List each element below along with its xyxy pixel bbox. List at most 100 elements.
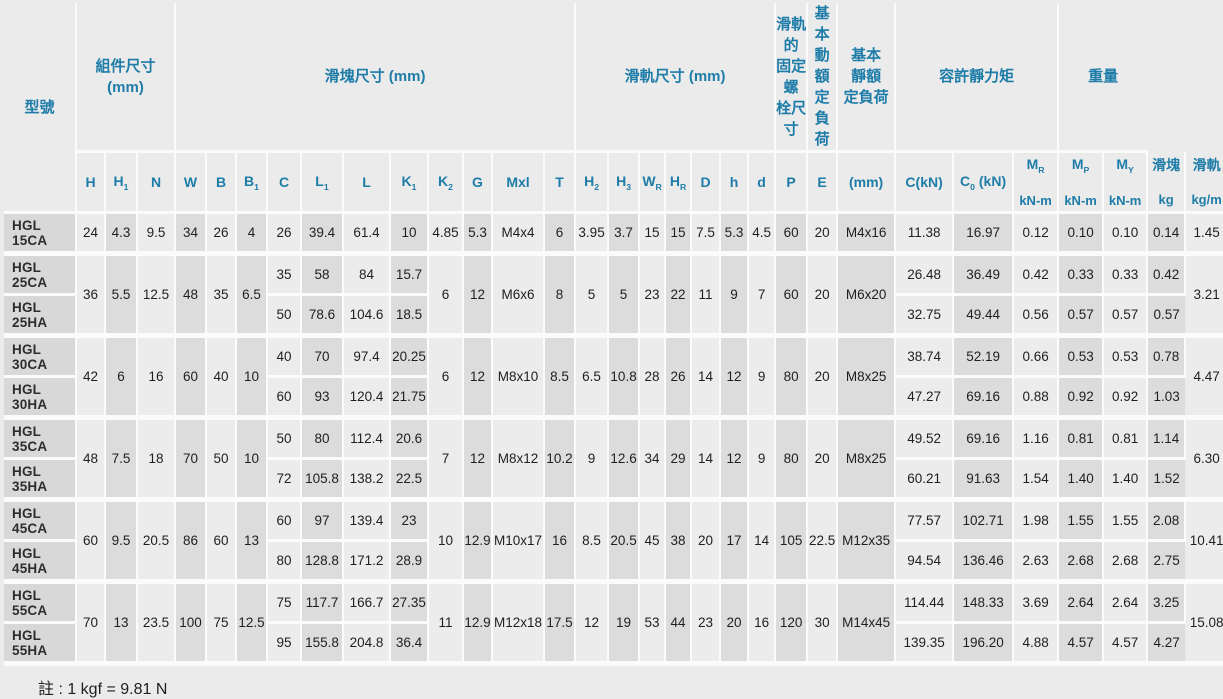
- cell-P: 60: [775, 212, 809, 256]
- cell-H: 36: [76, 253, 106, 338]
- cell-K1: 22.5: [390, 458, 429, 502]
- cell-MY: 1.40: [1103, 458, 1149, 502]
- cell-MY: 2.68: [1103, 540, 1149, 584]
- col-header-G: G: [463, 151, 493, 214]
- cell-P: 120: [775, 581, 809, 666]
- cell-E: 20: [807, 335, 839, 420]
- cell-C0kN: 196.20: [953, 622, 1015, 666]
- cell-bolt: M4x16: [837, 212, 897, 256]
- cell-weight-block: 0.78: [1147, 335, 1187, 378]
- cell-H3: 12.6: [608, 417, 641, 502]
- cell-bolt: M12x35: [837, 499, 897, 584]
- cell-MP: 0.92: [1058, 376, 1105, 420]
- cell-T: 17.5: [544, 581, 577, 666]
- col-header-weight-block: 滑塊 kg: [1147, 151, 1187, 214]
- cell-L: 171.2: [343, 540, 391, 584]
- cell-Mxl: M12x18: [492, 581, 545, 666]
- cell-h: 20: [720, 581, 750, 666]
- cell-weight-rail: 15.08: [1185, 581, 1223, 666]
- cell-MR: 1.16: [1013, 417, 1060, 460]
- cell-H2: 3.95: [575, 212, 610, 256]
- cell-H1: 7.5: [105, 417, 138, 502]
- col-header-h: h: [720, 151, 750, 214]
- cell-P: 60: [775, 253, 809, 338]
- cell-CkN: 60.21: [895, 458, 955, 502]
- group-basic-dynamic-load: 基本 動額 定負荷: [807, 3, 839, 153]
- cell-K1: 18.5: [390, 294, 429, 338]
- cell-CkN: 11.38: [895, 212, 955, 256]
- col-header-MR: MR kN-m: [1013, 151, 1060, 214]
- cell-weight-block: 1.52: [1147, 458, 1186, 502]
- cell-H3: 19: [608, 581, 641, 666]
- group-block-dimensions: 滑塊尺寸 (mm): [175, 3, 577, 153]
- col-header-K1: K1: [390, 151, 429, 214]
- cell-L: 139.4: [343, 499, 391, 542]
- col-header-L: L: [343, 151, 391, 214]
- cell-CkN: 139.35: [895, 622, 955, 666]
- cell-L: 61.4: [343, 212, 391, 256]
- cell-W: 100: [175, 581, 207, 666]
- cell-MP: 1.40: [1058, 458, 1105, 502]
- cell-h: 17: [720, 499, 750, 584]
- cell-K1: 10: [390, 212, 429, 256]
- cell-H2: 12: [575, 581, 610, 666]
- cell-B: 50: [206, 417, 237, 502]
- cell-K2: 11: [428, 581, 464, 666]
- cell-N: 23.5: [137, 581, 176, 666]
- cell-K1: 20.25: [390, 335, 429, 378]
- cell-MY: 0.81: [1103, 417, 1149, 460]
- cell-Mxl: M4x4: [492, 212, 545, 256]
- cell-weight-block: 0.14: [1147, 212, 1187, 256]
- model-cell: HGL 30CA: [4, 335, 77, 378]
- cell-MY: 4.57: [1103, 622, 1149, 666]
- cell-L: 138.2: [343, 458, 391, 502]
- cell-T: 8.5: [544, 335, 577, 420]
- cell-L: 97.4: [343, 335, 391, 378]
- cell-W: 70: [175, 417, 207, 502]
- cell-K2: 6: [428, 335, 464, 420]
- cell-MP: 0.57: [1058, 294, 1105, 338]
- cell-bolt: M8x25: [837, 417, 897, 502]
- cell-D: 14: [691, 335, 722, 420]
- cell-weight-block: 2.75: [1147, 540, 1186, 584]
- cell-CkN: 49.52: [895, 417, 955, 460]
- cell-WR: 23: [639, 253, 667, 338]
- cell-H: 42: [76, 335, 106, 420]
- model-cell: HGL 45HA: [4, 540, 77, 584]
- cell-H3: 3.7: [608, 212, 641, 256]
- col-header-CkN: C(kN): [895, 151, 955, 214]
- cell-H2: 9: [575, 417, 610, 502]
- cell-C0kN: 136.46: [953, 540, 1015, 584]
- col-header-d: d: [748, 151, 777, 214]
- cell-B: 75: [206, 581, 237, 666]
- cell-K2: 4.85: [428, 212, 464, 256]
- cell-T: 16: [544, 499, 577, 584]
- col-header-T: T: [544, 151, 577, 214]
- cell-L1: 117.7: [301, 581, 344, 624]
- cell-MP: 2.64: [1058, 581, 1105, 624]
- cell-K2: 7: [428, 417, 464, 502]
- cell-CkN: 26.48: [895, 253, 955, 296]
- cell-bolt: M14x45: [837, 581, 897, 666]
- cell-L: 104.6: [343, 294, 391, 338]
- cell-WR: 15: [639, 212, 667, 256]
- cell-B: 35: [206, 253, 237, 338]
- cell-WR: 53: [639, 581, 667, 666]
- cell-h: 9: [720, 253, 750, 338]
- footnote: 註 : 1 kgf = 9.81 N: [38, 681, 168, 698]
- cell-WR: 28: [639, 335, 667, 420]
- cell-H: 24: [76, 212, 106, 256]
- cell-WR: 34: [639, 417, 667, 502]
- cell-MR: 4.88: [1013, 622, 1060, 666]
- cell-N: 18: [137, 417, 176, 502]
- cell-MR: 0.88: [1013, 376, 1060, 420]
- cell-d: 7: [748, 253, 777, 338]
- cell-K1: 20.6: [390, 417, 429, 460]
- cell-D: 7.5: [691, 212, 722, 256]
- cell-weight-rail: 6.30: [1185, 417, 1223, 502]
- cell-C0kN: 52.19: [953, 335, 1015, 378]
- model-column-header: 型號: [4, 3, 77, 214]
- cell-L: 84: [343, 253, 391, 296]
- cell-MP: 4.57: [1058, 622, 1105, 666]
- cell-d: 9: [748, 417, 777, 502]
